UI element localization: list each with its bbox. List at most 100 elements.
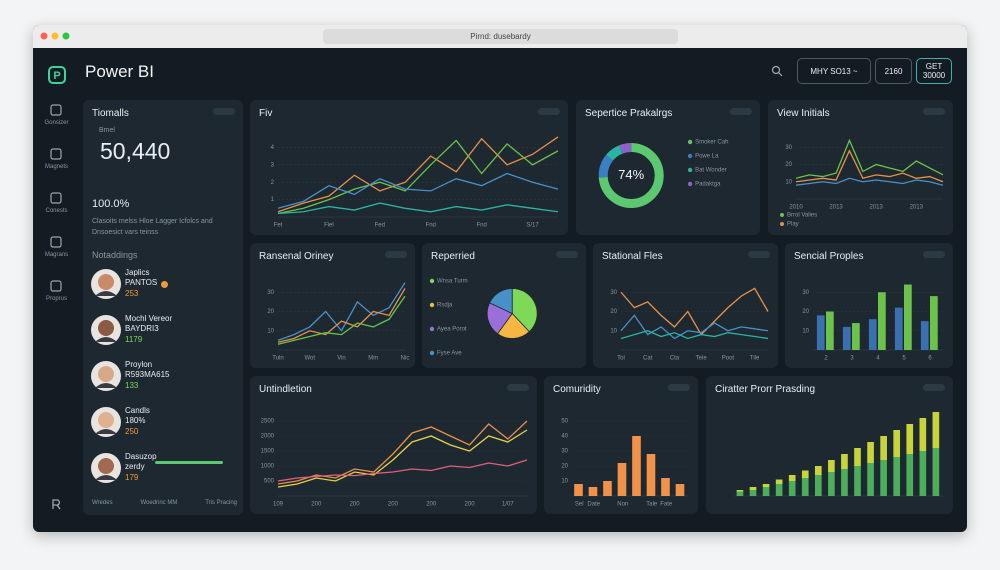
legend-label: Bat Wonder xyxy=(695,168,727,174)
kpi-note: Clasoits melss Hloe Lagger Icfolcs and D… xyxy=(92,218,213,236)
period-select[interactable]: MHY SO13 ~ xyxy=(797,58,871,84)
donut-segment xyxy=(598,143,664,208)
badge xyxy=(538,108,560,115)
bar xyxy=(749,490,757,496)
panel-title: Comuridity xyxy=(553,384,601,395)
line-series xyxy=(277,429,528,488)
y-tick-label: 30 xyxy=(802,290,809,296)
person-name: Proylon xyxy=(125,360,153,369)
y-tick-label: 10 xyxy=(802,328,809,334)
badge xyxy=(730,108,752,115)
avatar-body xyxy=(95,429,117,434)
y-tick-label: 30 xyxy=(610,290,617,296)
legend-label: Rsdja xyxy=(437,303,453,309)
y-tick-label: 20 xyxy=(785,162,792,168)
x-tick-label: 200 xyxy=(426,502,437,508)
x-tick-label: Nic xyxy=(401,356,410,362)
panel: View Initials 10 20 30 2010 2013 2013 2013 Brrol… xyxy=(768,100,953,235)
x-tick-label: Fnd xyxy=(476,223,486,229)
panel-title: View Initials xyxy=(777,108,830,119)
x-tick-label: Tale xyxy=(646,502,658,508)
legend-swatch xyxy=(687,167,693,173)
bar xyxy=(828,472,835,496)
y-tick-label: 1000 xyxy=(261,464,275,470)
bar xyxy=(906,424,914,454)
person-value: 250 xyxy=(125,427,139,436)
y-tick-label: 20 xyxy=(267,309,274,315)
line-series xyxy=(277,420,528,485)
avatar-face xyxy=(98,458,114,474)
kpi-percent: 100.0% xyxy=(92,198,130,210)
bar xyxy=(854,466,861,496)
search-icon[interactable] xyxy=(771,65,783,77)
x-tick-label: 2013 xyxy=(870,205,884,211)
person-role: PANTOS xyxy=(125,278,158,287)
badge xyxy=(923,108,945,115)
badge xyxy=(556,251,578,258)
panel: Comuridity 10 20 30 40 50 Sel Date Non Tale Fate xyxy=(544,376,698,514)
address-bar[interactable]: Pirnd: dusebardy xyxy=(323,29,678,44)
y-tick-label: 20 xyxy=(802,309,809,315)
icon-shape xyxy=(50,148,62,160)
nav-label: Conests xyxy=(45,208,68,214)
panel-footer: Wredes Woedrinc MM Tris Pracing xyxy=(92,500,237,506)
x-tick-label: Tile xyxy=(750,356,760,362)
bar xyxy=(801,478,809,496)
line-series xyxy=(277,459,528,482)
footer-item: Wredes xyxy=(92,500,113,506)
x-tick-label: Wot xyxy=(304,356,315,362)
x-tick-label: 1/07 xyxy=(502,502,514,508)
x-tick-label: Cta xyxy=(670,356,680,362)
panel-title: Ciratter Prorr Prasding xyxy=(715,384,816,395)
bar xyxy=(588,487,598,496)
line-series xyxy=(277,282,406,341)
line-series xyxy=(620,287,769,336)
avatar-face xyxy=(98,366,114,382)
bar xyxy=(617,463,627,496)
legend-label: Powe La xyxy=(695,154,719,160)
bar xyxy=(894,307,903,350)
avatar xyxy=(91,453,121,483)
bar xyxy=(828,460,835,472)
get-button[interactable]: GET 30000 xyxy=(916,58,952,84)
legend-label: Wnsa Turm xyxy=(437,279,468,285)
legend-swatch xyxy=(429,350,435,356)
nav-icon xyxy=(50,236,62,248)
browser-window: Pirnd: dusebardy P Power BI MHY SO13 ~ 2… xyxy=(33,25,967,532)
avatar-face xyxy=(98,412,114,428)
legend-label: Padaktga xyxy=(695,182,721,188)
bar xyxy=(868,319,877,350)
x-tick-label: 6 xyxy=(928,356,932,362)
bar xyxy=(632,436,641,496)
bar xyxy=(775,484,783,496)
bar xyxy=(762,484,770,487)
badge xyxy=(385,251,407,258)
footer-item: Woedrinc MM xyxy=(140,500,178,506)
footer-item: Tris Pracing xyxy=(205,500,237,506)
x-tick-label: Fate xyxy=(660,502,673,508)
chart: Smoker Cah Powe La Bat Wonder Padaktga 74% xyxy=(598,140,728,208)
panel-title: Reperried xyxy=(431,251,475,262)
y-tick-label: 40 xyxy=(561,434,568,440)
avatar-body xyxy=(95,475,117,480)
x-tick-label: 200 xyxy=(388,502,399,508)
panel: Stational Fles 10 20 30 Tol Cat Cta Tele Poot Til… xyxy=(593,243,778,368)
y-tick-label: 1 xyxy=(271,197,275,203)
person-role: 180% xyxy=(125,416,146,425)
nav-icon xyxy=(50,104,62,116)
bar xyxy=(880,436,887,460)
line-series xyxy=(795,177,944,186)
legend-swatch xyxy=(780,222,784,226)
y-tick-label: 10 xyxy=(267,328,274,334)
icon-shape xyxy=(50,236,62,248)
get-label: GET xyxy=(925,62,943,71)
bar xyxy=(801,470,809,478)
bar xyxy=(816,315,825,350)
control-button[interactable]: 2160 xyxy=(875,58,912,84)
nav-label: Magrans xyxy=(44,252,69,258)
line-series xyxy=(277,136,559,213)
icon-shape xyxy=(50,280,62,292)
x-tick-label: 2013 xyxy=(910,205,924,211)
y-tick-label: 500 xyxy=(264,479,275,485)
bar xyxy=(932,412,940,448)
